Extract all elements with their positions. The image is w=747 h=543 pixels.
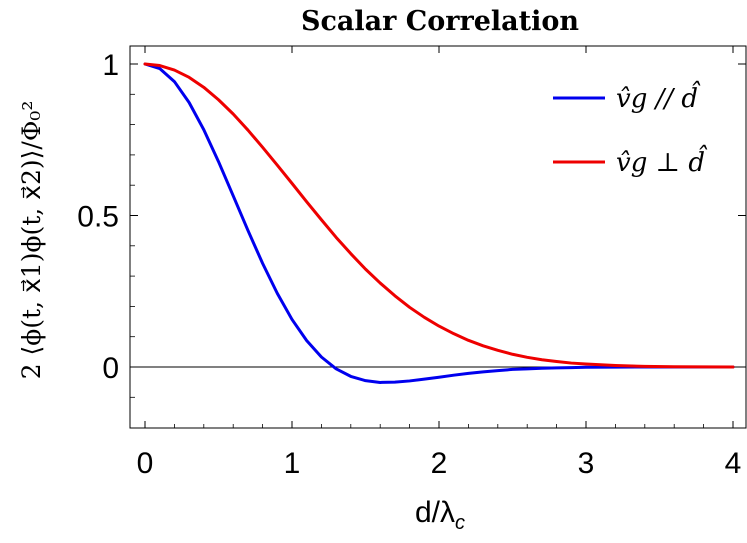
x-tick-label: 3	[578, 447, 595, 480]
plot-frame	[129, 45, 747, 429]
x-tick-label: 0	[137, 447, 154, 480]
legend-label-2: v̂g ⊥ d̂	[616, 144, 708, 178]
x-tick-label: 4	[725, 447, 742, 480]
x-tick-label: 2	[431, 447, 448, 480]
series-lines	[143, 62, 735, 384]
y-axis-label: 2 ⟨ϕ(t, x⃗1)ϕ(t, x⃗2)⟩/Φ₀²	[17, 101, 46, 380]
x-tick-label: 1	[284, 447, 301, 480]
legend: v̂g // d̂ v̂g ⊥ d̂	[553, 80, 708, 178]
y-tick-label: 1	[102, 49, 119, 82]
series-line-2	[143, 62, 735, 369]
legend-label-1: v̂g // d̂	[616, 80, 701, 114]
y-tick-label: 0.5	[77, 201, 119, 234]
series-line-1	[143, 62, 735, 384]
x-axis-label: d/λc	[415, 496, 465, 534]
chart-title: Scalar Correlation	[301, 6, 579, 37]
y-tick-label: 0	[102, 352, 119, 385]
